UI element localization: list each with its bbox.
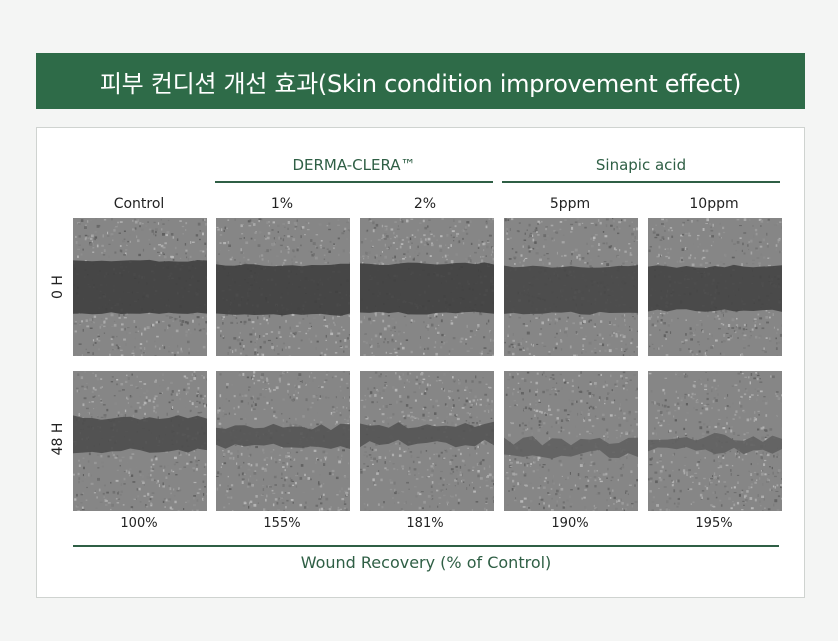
recovery-value-1pct: 155% bbox=[263, 516, 301, 531]
page-title: 피부 컨디션 개선 효과(Skin condition improvement … bbox=[36, 53, 805, 109]
group-divider-derma-clera bbox=[215, 181, 493, 183]
group-label-sinapic-acid: Sinapic acid bbox=[595, 156, 687, 174]
group-label-derma-clera: DERMA-CLERA™ bbox=[292, 156, 416, 174]
figure-panel bbox=[36, 127, 805, 598]
group-divider-sinapic-acid bbox=[502, 181, 780, 183]
column-label-10ppm: 10ppm bbox=[689, 196, 739, 212]
recovery-value-10ppm: 195% bbox=[695, 516, 733, 531]
micrograph-control-0h bbox=[73, 218, 207, 356]
row-label-48h: 48 H bbox=[50, 422, 66, 456]
micrograph-1pct-48h bbox=[216, 371, 350, 511]
recovery-value-2pct: 181% bbox=[406, 516, 444, 531]
row-label-0h: 0 H bbox=[50, 275, 66, 299]
column-label-5ppm: 5ppm bbox=[549, 196, 591, 212]
recovery-value-5ppm: 190% bbox=[551, 516, 589, 531]
micrograph-control-48h bbox=[73, 371, 207, 511]
column-label-1pct: 1% bbox=[270, 196, 294, 212]
figure-caption: Wound Recovery (% of Control) bbox=[300, 553, 552, 572]
caption-divider bbox=[73, 545, 779, 547]
micrograph-5ppm-48h bbox=[504, 371, 638, 511]
column-label-2pct: 2% bbox=[413, 196, 437, 212]
column-label-control: Control bbox=[113, 196, 165, 212]
micrograph-10ppm-0h bbox=[648, 218, 782, 356]
micrograph-1pct-0h bbox=[216, 218, 350, 356]
micrograph-10ppm-48h bbox=[648, 371, 782, 511]
micrograph-2pct-0h bbox=[360, 218, 494, 356]
micrograph-5ppm-0h bbox=[504, 218, 638, 356]
micrograph-2pct-48h bbox=[360, 371, 494, 511]
recovery-value-control: 100% bbox=[120, 516, 158, 531]
